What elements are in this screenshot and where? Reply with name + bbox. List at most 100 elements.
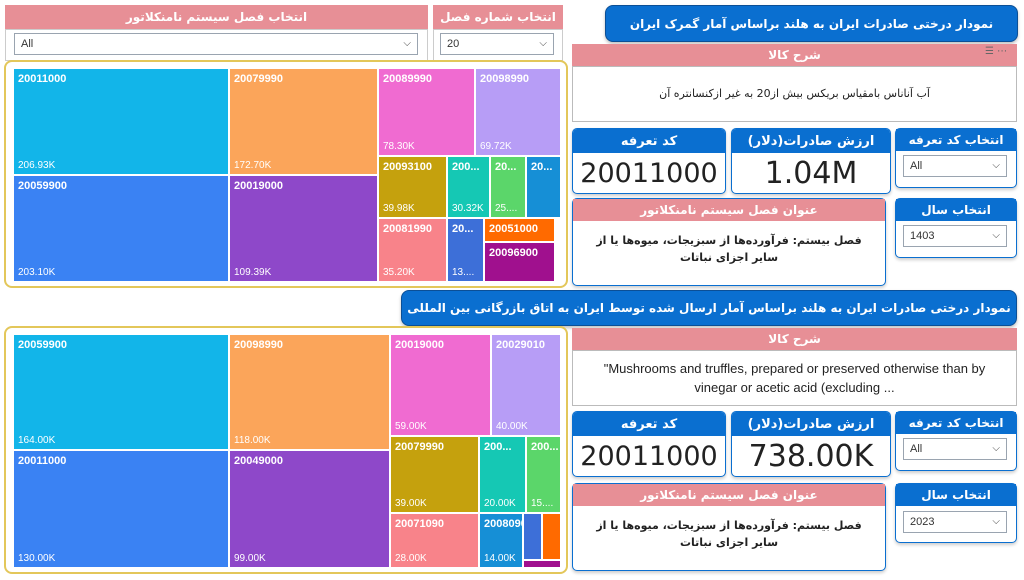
top-treemap-tile[interactable]: 20098990 69.72K: [475, 68, 561, 156]
top-title-button[interactable]: نمودار درختی صادرات ایران به هلند براساس…: [605, 5, 1018, 42]
chevron-down-icon: ⌵: [403, 38, 411, 49]
bottom-treemap-tile[interactable]: 20011000 130.00K: [13, 450, 229, 568]
tile-code: 20019000: [234, 180, 283, 192]
bottom-tariff-dropdown[interactable]: All ⌵: [903, 438, 1007, 460]
tile-amount: 69.72K: [480, 141, 512, 152]
tile-code: 200...: [531, 441, 559, 453]
top-treemap-area: 20011000 206.93K 20059900 203.10K 20079990 17…: [13, 68, 561, 282]
bottom-treemap-tile[interactable]: 20098990 118.00K: [229, 334, 390, 450]
bottom-year-dropdown[interactable]: 2023 ⌵: [903, 511, 1007, 533]
bottom-treemap-tile[interactable]: 20080900 14.00K: [479, 513, 523, 568]
top-treemap-tile[interactable]: 20079990 172.70K: [229, 68, 378, 175]
bottom-tariff-value: All: [910, 443, 923, 455]
top-treemap-tile[interactable]: 20...: [526, 156, 561, 218]
tile-amount: 14.00K: [484, 553, 516, 564]
tile-code: 200...: [484, 441, 512, 453]
chapter-number-slicer-header: انتخاب شماره فصل: [433, 5, 563, 29]
tile-amount: 39.98K: [383, 203, 415, 214]
top-tariff-dropdown[interactable]: All ⌵: [903, 155, 1007, 177]
top-goods-desc-text: آب آناناس بامقیاس بریکس بیش از20 به غیر …: [659, 86, 930, 100]
bottom-treemap-tile[interactable]: 20071090 28.00K: [390, 513, 479, 568]
chevron-down-icon: ⌵: [992, 230, 1000, 241]
bottom-year-slicer-label: انتخاب سال: [896, 484, 1016, 506]
bottom-tariff-card-title: کد تعرفه: [573, 412, 725, 436]
tile-code: 20059900: [18, 339, 67, 351]
tile-code: 20079990: [395, 441, 444, 453]
bottom-chapter-title-label: عنوان فصل سیستم نامنکلاتور: [640, 488, 818, 502]
top-treemap-tile[interactable]: 20089990 78.30K: [378, 68, 475, 156]
bottom-tariff-slicer-label: انتخاب کد تعرفه: [896, 412, 1016, 434]
top-year-dropdown[interactable]: 1403 ⌵: [903, 225, 1007, 247]
top-chapter-title-header: عنوان فصل سیستم نامنکلاتور: [573, 199, 885, 221]
tile-amount: 130.00K: [18, 553, 56, 564]
tile-code: 20051000: [489, 223, 538, 235]
tile-amount: 28.00K: [395, 553, 427, 564]
top-treemap-tile[interactable]: 20019000 109.39K: [229, 175, 378, 282]
bottom-treemap-tile[interactable]: 200... 20.00K: [479, 436, 526, 513]
chapter-number-dropdown[interactable]: 20 ⌵: [440, 33, 554, 55]
tile-amount: 109.39K: [234, 267, 272, 278]
bottom-treemap-tile[interactable]: [523, 513, 542, 560]
bottom-year-value: 2023: [910, 516, 935, 528]
tile-code: 20071090: [395, 518, 444, 530]
top-treemap-tile[interactable]: 200... 30.32K: [447, 156, 490, 218]
bottom-treemap: 20059900 164.00K 20011000 130.00K 20098990 11…: [4, 326, 568, 574]
tile-code: 200...: [452, 161, 480, 173]
top-goods-desc: آب آناناس بامقیاس بریکس بیش از20 به غیر …: [572, 66, 1017, 122]
bottom-treemap-tile[interactable]: [542, 513, 561, 560]
chapter-slicer-header: انتخاب فصل سیستم نامنکلاتور: [5, 5, 428, 29]
top-chapter-title-label: عنوان فصل سیستم نامنکلاتور: [640, 203, 818, 217]
tile-amount: 99.00K: [234, 553, 266, 564]
tile-amount: 172.70K: [234, 160, 272, 171]
bottom-treemap-tile[interactable]: 20029010 40.00K: [491, 334, 561, 436]
bottom-chapter-title-text: فصل بیستم: فرآورده‌ها از سبزیجات، میوه‌ه…: [596, 519, 862, 549]
tile-code: 20...: [531, 161, 553, 173]
chapter-slicer-dropdown[interactable]: All ⌵: [14, 33, 418, 55]
top-tariff-slicer-label: انتخاب کد تعرفه: [896, 129, 1016, 151]
tile-code: 20079990: [234, 73, 283, 85]
tile-amount: 118.00K: [234, 435, 271, 446]
tile-code: 20019000: [395, 339, 444, 351]
tile-code: 20089990: [383, 73, 432, 85]
top-treemap-tile[interactable]: 20011000 206.93K: [13, 68, 229, 175]
bottom-treemap-tile[interactable]: [523, 560, 561, 568]
chapter-number-value: 20: [447, 38, 460, 50]
tile-code: 20093100: [383, 161, 432, 173]
top-year-value: 1403: [910, 230, 935, 242]
top-treemap-tile[interactable]: 20... 25....: [490, 156, 526, 218]
top-treemap-tile[interactable]: 20096900: [484, 242, 555, 282]
bottom-title-button[interactable]: نمودار درختی صادرات ایران به هلند براساس…: [401, 290, 1017, 326]
top-tariff-card-title: کد تعرفه: [573, 129, 725, 153]
top-treemap-tile[interactable]: 20... 13....: [447, 218, 484, 282]
tile-amount: 206.93K: [18, 160, 56, 171]
filter-icon[interactable]: ☰ ⋯: [985, 46, 1008, 57]
top-export-card-value: 1.04M: [764, 155, 858, 191]
chapter-slicer-value: All: [21, 38, 34, 50]
top-treemap-tile[interactable]: 20051000: [484, 218, 555, 242]
bottom-chapter-title: عنوان فصل سیستم نامنکلاتور فصل بیستم: فر…: [572, 483, 886, 571]
chapter-slicer-label: انتخاب فصل سیستم نامنکلاتور: [125, 10, 308, 24]
top-title: نمودار درختی صادرات ایران به هلند براساس…: [629, 16, 994, 31]
tile-amount: 35.20K: [383, 267, 415, 278]
tile-amount: 39.00K: [395, 498, 427, 509]
tile-code: 20081990: [383, 223, 432, 235]
top-goods-desc-header: شرح کالا: [572, 44, 1017, 66]
tile-code: 20098990: [234, 339, 283, 351]
bottom-tariff-card-value: 20011000: [580, 440, 718, 472]
bottom-treemap-tile[interactable]: 20059900 164.00K: [13, 334, 229, 450]
top-chapter-title: عنوان فصل سیستم نامنکلاتور فصل بیستم: فر…: [572, 198, 886, 286]
bottom-treemap-tile[interactable]: 20079990 39.00K: [390, 436, 479, 513]
bottom-treemap-tile[interactable]: 200... 15....: [526, 436, 561, 513]
tile-code: 20098990: [480, 73, 529, 85]
chevron-down-icon: ⌵: [992, 443, 1000, 454]
tile-code: 20049000: [234, 455, 283, 467]
top-treemap-tile[interactable]: 20081990 35.20K: [378, 218, 447, 282]
top-export-card-title: ارزش صادرات(دلار): [732, 129, 890, 153]
chapter-number-slicer-label: انتخاب شماره فصل: [440, 10, 556, 24]
top-treemap-tile[interactable]: 20059900 203.10K: [13, 175, 229, 282]
bottom-treemap-tile[interactable]: 20049000 99.00K: [229, 450, 390, 568]
tile-amount: 40.00K: [496, 421, 528, 432]
chevron-down-icon: ⌵: [539, 38, 547, 49]
bottom-treemap-tile[interactable]: 20019000 59.00K: [390, 334, 491, 436]
top-treemap-tile[interactable]: 20093100 39.98K: [378, 156, 447, 218]
